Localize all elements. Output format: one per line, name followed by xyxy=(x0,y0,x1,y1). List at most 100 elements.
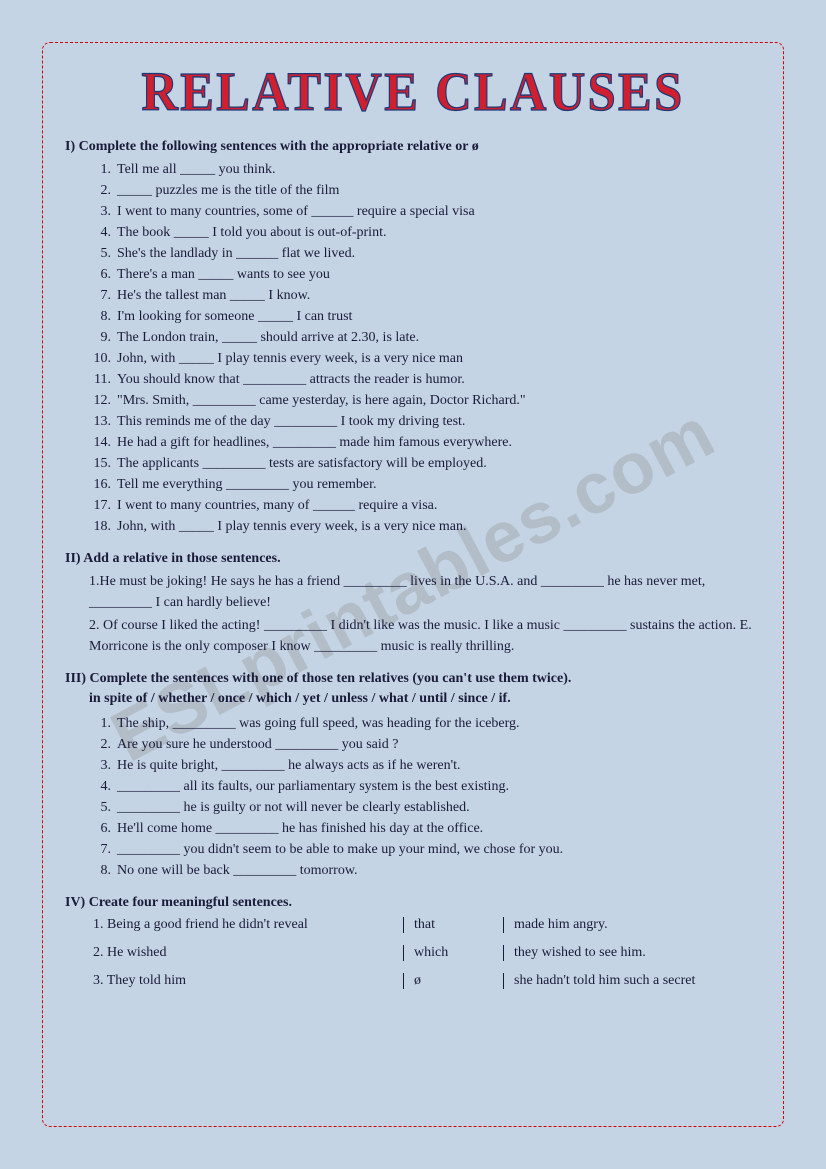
item-number: 1. xyxy=(89,713,117,734)
list-item: 9. The London train, _____ should arrive… xyxy=(89,327,761,348)
item-text: "Mrs. Smith, _________ came yesterday, i… xyxy=(117,390,761,411)
item-text: Tell me all _____ you think. xyxy=(117,159,761,180)
item-text: The ship, _________ was going full speed… xyxy=(117,713,761,734)
col-mid: that xyxy=(403,917,503,933)
section2-item-2: 2. Of course I liked the acting! _______… xyxy=(65,615,761,657)
list-item: 11. You should know that _________ attra… xyxy=(89,369,761,390)
list-item: 3. He is quite bright, _________ he alwa… xyxy=(89,755,761,776)
item-text: This reminds me of the day _________ I t… xyxy=(117,411,761,432)
item-number: 6. xyxy=(89,264,117,285)
list-item: 8. I'm looking for someone _____ I can t… xyxy=(89,306,761,327)
item-number: 18. xyxy=(89,516,117,537)
item-number: 4. xyxy=(89,222,117,243)
list-item: 6. There's a man _____ wants to see you xyxy=(89,264,761,285)
item-text: I'm looking for someone _____ I can trus… xyxy=(117,306,761,327)
list-item: 16. Tell me everything _________ you rem… xyxy=(89,474,761,495)
list-item: 7. He's the tallest man _____ I know. xyxy=(89,285,761,306)
col-left: 3. They told him xyxy=(93,973,403,989)
list-item: 4. The book _____ I told you about is ou… xyxy=(89,222,761,243)
list-item: 13. This reminds me of the day _________… xyxy=(89,411,761,432)
item-text: _________ he is guilty or not will never… xyxy=(117,797,761,818)
item-text: Tell me everything _________ you remembe… xyxy=(117,474,761,495)
col-mid: ø xyxy=(403,973,503,989)
item-number: 7. xyxy=(89,839,117,860)
section4-table: 1. Being a good friend he didn't revealt… xyxy=(65,917,761,989)
item-number: 10. xyxy=(89,348,117,369)
list-item: 8. No one will be back _________ tomorro… xyxy=(89,860,761,881)
list-item: 2. Are you sure he understood _________ … xyxy=(89,734,761,755)
col-left: 2. He wished xyxy=(93,945,403,961)
item-text: _____ puzzles me is the title of the fil… xyxy=(117,180,761,201)
list-item: 5. She's the landlady in ______ flat we … xyxy=(89,243,761,264)
item-text: Are you sure he understood _________ you… xyxy=(117,734,761,755)
list-item: 1. Tell me all _____ you think. xyxy=(89,159,761,180)
item-text: John, with _____ I play tennis every wee… xyxy=(117,348,761,369)
list-item: 17. I went to many countries, many of __… xyxy=(89,495,761,516)
item-text: He's the tallest man _____ I know. xyxy=(117,285,761,306)
section3-items: 1. The ship, _________ was going full sp… xyxy=(65,713,761,881)
table-row: 2. He wishedwhichthey wished to see him. xyxy=(93,945,761,961)
item-text: There's a man _____ wants to see you xyxy=(117,264,761,285)
item-text: You should know that _________ attracts … xyxy=(117,369,761,390)
col-right: they wished to see him. xyxy=(503,945,761,961)
item-number: 1. xyxy=(89,159,117,180)
item-number: 2. xyxy=(89,180,117,201)
col-mid: which xyxy=(403,945,503,961)
item-text: The book _____ I told you about is out-o… xyxy=(117,222,761,243)
item-text: John, with _____ I play tennis every wee… xyxy=(117,516,761,537)
list-item: 1. The ship, _________ was going full sp… xyxy=(89,713,761,734)
item-text: She's the landlady in ______ flat we liv… xyxy=(117,243,761,264)
item-number: 3. xyxy=(89,755,117,776)
item-number: 2. xyxy=(89,734,117,755)
worksheet-border: RELATIVE CLAUSES I) Complete the followi… xyxy=(42,42,784,1127)
item-text: The London train, _____ should arrive at… xyxy=(117,327,761,348)
item-number: 13. xyxy=(89,411,117,432)
list-item: 2. _____ puzzles me is the title of the … xyxy=(89,180,761,201)
col-left: 1. Being a good friend he didn't reveal xyxy=(93,917,403,933)
list-item: 4. _________ all its faults, our parliam… xyxy=(89,776,761,797)
item-number: 17. xyxy=(89,495,117,516)
list-item: 5. _________ he is guilty or not will ne… xyxy=(89,797,761,818)
list-item: 15. The applicants _________ tests are s… xyxy=(89,453,761,474)
item-text: _________ all its faults, our parliament… xyxy=(117,776,761,797)
table-row: 1. Being a good friend he didn't revealt… xyxy=(93,917,761,933)
item-number: 16. xyxy=(89,474,117,495)
item-number: 9. xyxy=(89,327,117,348)
item-number: 6. xyxy=(89,818,117,839)
section3-sub: in spite of / whether / once / which / y… xyxy=(65,691,761,707)
item-text: I went to many countries, many of ______… xyxy=(117,495,761,516)
list-item: 6. He'll come home _________ he has fini… xyxy=(89,818,761,839)
item-number: 5. xyxy=(89,243,117,264)
section1-heading: I) Complete the following sentences with… xyxy=(65,139,761,155)
item-text: He is quite bright, _________ he always … xyxy=(117,755,761,776)
item-text: No one will be back _________ tomorrow. xyxy=(117,860,761,881)
item-number: 15. xyxy=(89,453,117,474)
section4-heading: IV) Create four meaningful sentences. xyxy=(65,895,761,911)
list-item: 14. He had a gift for headlines, _______… xyxy=(89,432,761,453)
col-right: made him angry. xyxy=(503,917,761,933)
item-number: 5. xyxy=(89,797,117,818)
item-number: 7. xyxy=(89,285,117,306)
list-item: 18. John, with _____ I play tennis every… xyxy=(89,516,761,537)
item-number: 3. xyxy=(89,201,117,222)
item-text: He'll come home _________ he has finishe… xyxy=(117,818,761,839)
page-title: RELATIVE CLAUSES xyxy=(0,62,826,124)
table-row: 3. They told himøshe hadn't told him suc… xyxy=(93,973,761,989)
col-right: she hadn't told him such a secret xyxy=(503,973,761,989)
list-item: 12. "Mrs. Smith, _________ came yesterda… xyxy=(89,390,761,411)
item-number: 12. xyxy=(89,390,117,411)
item-text: The applicants _________ tests are satis… xyxy=(117,453,761,474)
item-text: _________ you didn't seem to be able to … xyxy=(117,839,761,860)
list-item: 3. I went to many countries, some of ___… xyxy=(89,201,761,222)
item-text: I went to many countries, some of ______… xyxy=(117,201,761,222)
section2-item-1: 1.He must be joking! He says he has a fr… xyxy=(65,571,761,613)
item-number: 4. xyxy=(89,776,117,797)
item-number: 11. xyxy=(89,369,117,390)
section1-items: 1. Tell me all _____ you think.2. _____ … xyxy=(65,159,761,537)
item-number: 14. xyxy=(89,432,117,453)
list-item: 7. _________ you didn't seem to be able … xyxy=(89,839,761,860)
list-item: 10. John, with _____ I play tennis every… xyxy=(89,348,761,369)
section2-heading: II) Add a relative in those sentences. xyxy=(65,551,761,567)
item-number: 8. xyxy=(89,306,117,327)
section3-heading: III) Complete the sentences with one of … xyxy=(65,671,761,687)
